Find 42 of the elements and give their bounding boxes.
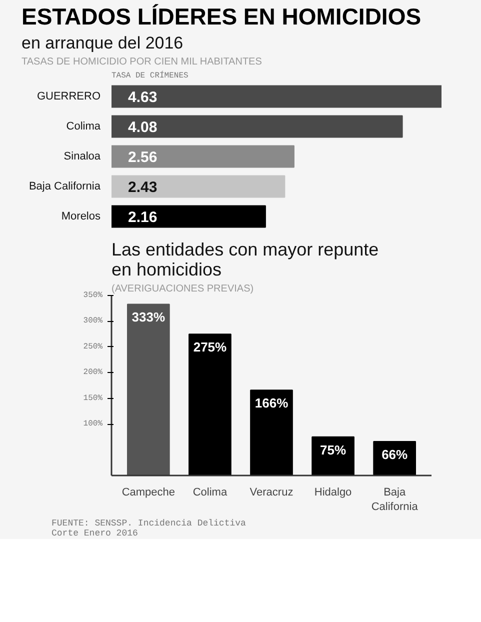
data-label: 4.08 (128, 119, 158, 136)
data-label: 2.43 (128, 179, 158, 196)
source-note: FUENTE: SENSSP. Incidencia Delictiva Corte Enero 2016 (52, 518, 247, 538)
y-tick-label: GUERRERO (36, 90, 101, 102)
bar (188, 334, 232, 476)
data-label: 4.63 (128, 89, 158, 106)
x-tick-label: Colima (192, 486, 228, 498)
bar (127, 304, 170, 476)
y-tick-label: 100% (83, 420, 103, 429)
x-tick-label: Veracruz (250, 486, 294, 498)
text: TASA DE CRÍMENES (112, 70, 189, 80)
chart-subtitle: en arranque del 2016 (22, 34, 184, 52)
x-tick-label: Hidalgo (314, 486, 352, 498)
data-label: 2.56 (128, 149, 158, 166)
bar (312, 436, 354, 476)
data-label: 66% (382, 446, 408, 462)
y-tick-label: 350% (83, 291, 103, 300)
x-tick-label: Campeche (122, 486, 176, 498)
bar (112, 115, 403, 138)
bar (250, 390, 293, 476)
data-label: 75% (320, 442, 346, 458)
data-label: 333% (132, 310, 166, 325)
bar (112, 85, 442, 108)
bar (112, 175, 286, 198)
text: TASAS DE HOMICIDIO POR CIEN MIL HABITANTES (22, 56, 262, 68)
y-tick-label: 300% (83, 316, 103, 326)
y-tick-label: Colima (66, 120, 102, 132)
bar (112, 145, 294, 168)
data-label: 275% (193, 339, 228, 354)
chart-title: Las entidades con mayor repunte en homicidios (112, 240, 379, 280)
data-label: 166% (254, 396, 289, 411)
y-tick-label: Baja California (28, 180, 102, 192)
chart-title: ESTADOS LÍDERES EN HOMICIDIOS (22, 4, 422, 30)
x-tick-label: Baja California (371, 486, 419, 513)
y-tick-label: Sinaloa (64, 150, 102, 162)
chart-subtitle: (AVERIGUACIONES PREVIAS) (112, 284, 254, 294)
bar (112, 205, 266, 228)
y-tick-label: Morelos (61, 210, 101, 222)
data-label: 2.16 (128, 209, 158, 226)
y-tick-label: 250% (83, 342, 103, 352)
y-tick-label: 200% (83, 368, 103, 378)
y-tick-label: 150% (83, 394, 103, 403)
